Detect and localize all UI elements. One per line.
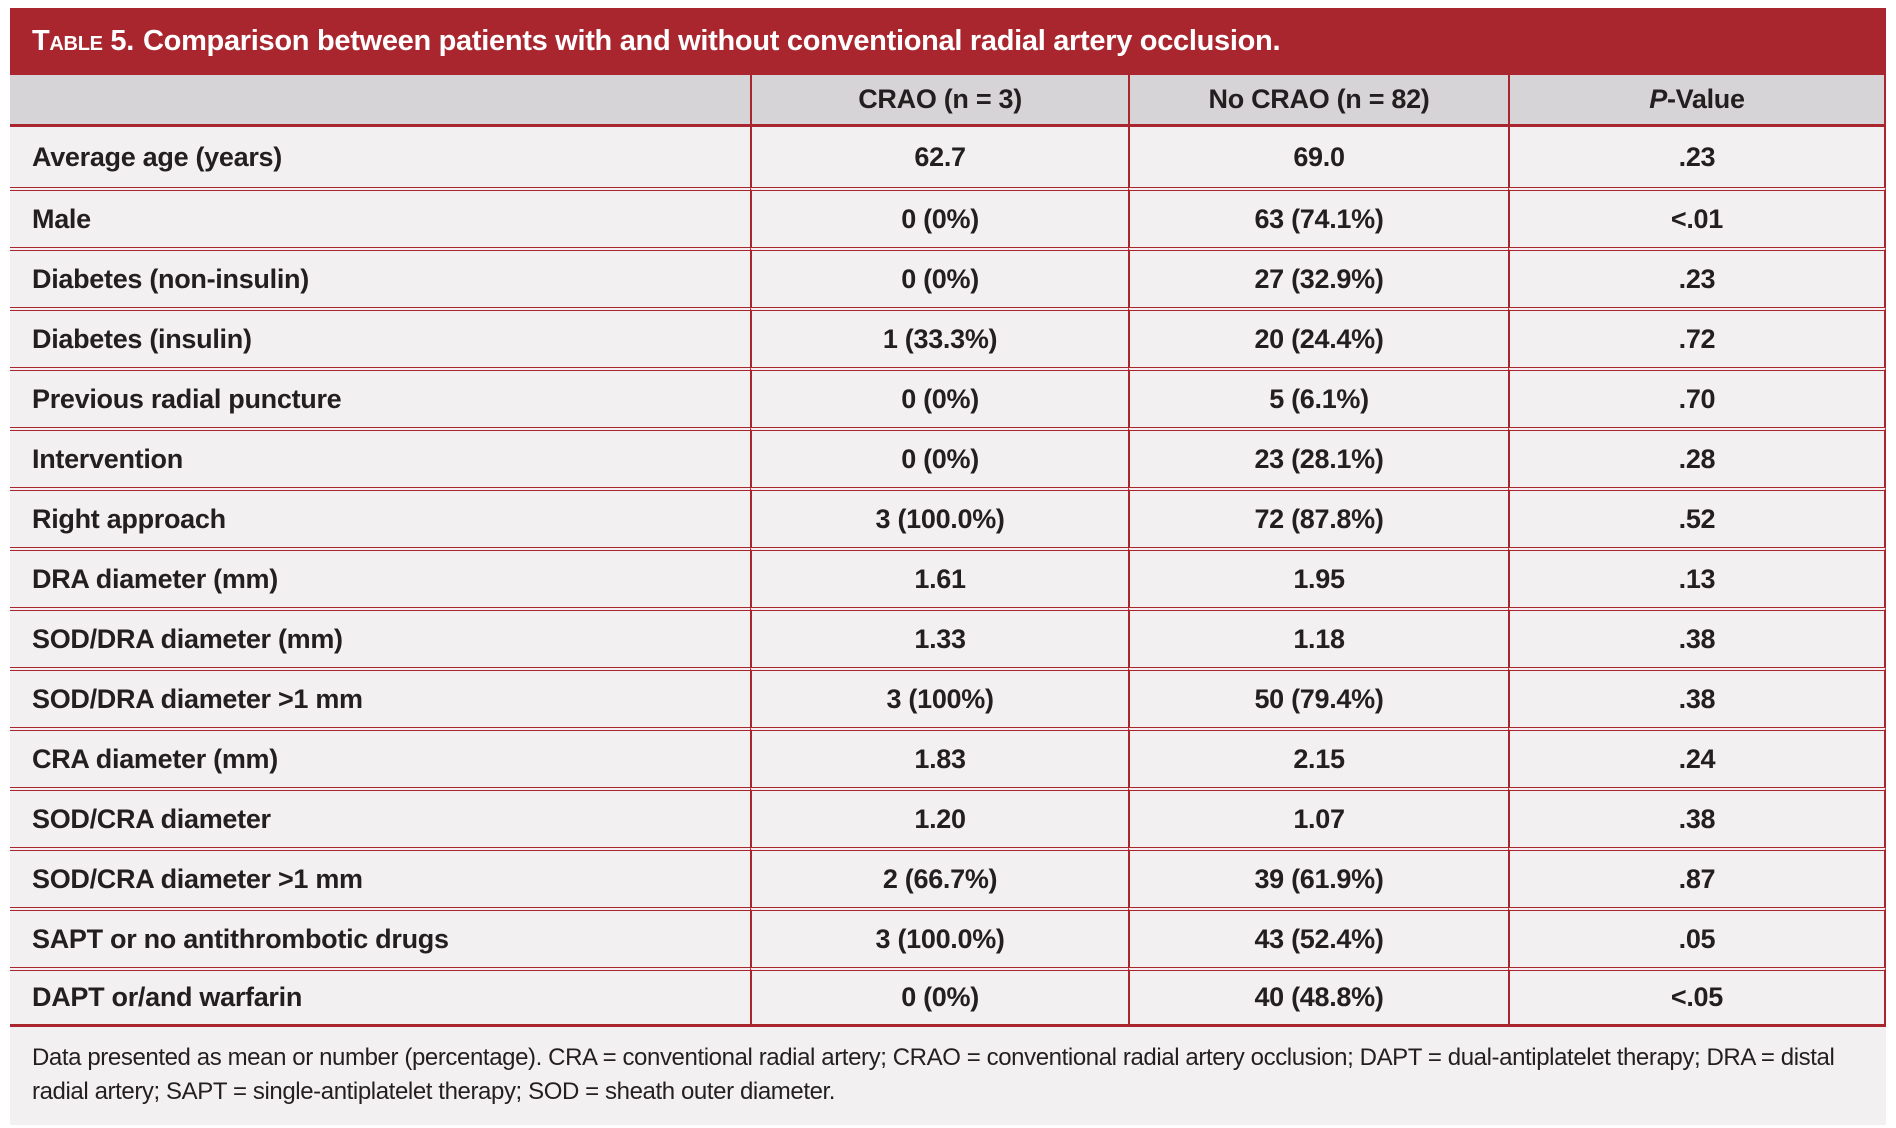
- row-label: SOD/CRA diameter >1 mm: [10, 847, 751, 907]
- p-value: <.05: [1507, 967, 1886, 1027]
- p-value-italic-p: P: [1649, 84, 1667, 114]
- row-label: SOD/DRA diameter (mm): [10, 607, 751, 667]
- header-empty-cell: [10, 75, 751, 127]
- crao-value: 3 (100.0%): [750, 487, 1129, 547]
- crao-value: 3 (100.0%): [750, 907, 1129, 967]
- no-crao-value: 1.07: [1128, 787, 1508, 847]
- comparison-table: Table 5. Comparison between patients wit…: [10, 8, 1886, 1125]
- crao-value: 2 (66.7%): [750, 847, 1129, 907]
- row-label: SAPT or no antithrombotic drugs: [10, 907, 751, 967]
- row-label: Diabetes (non-insulin): [10, 247, 751, 307]
- table-title: Comparison between patients with and wit…: [143, 25, 1281, 57]
- p-value: .52: [1507, 487, 1886, 547]
- row-label: Right approach: [10, 487, 751, 547]
- p-value: .38: [1507, 607, 1886, 667]
- no-crao-value: 5 (6.1%): [1128, 367, 1508, 427]
- no-crao-value: 39 (61.9%): [1128, 847, 1508, 907]
- no-crao-value: 20 (24.4%): [1128, 307, 1508, 367]
- crao-value: 1.20: [750, 787, 1129, 847]
- crao-value: 3 (100%): [750, 667, 1129, 727]
- row-label: Male: [10, 187, 751, 247]
- no-crao-value: 40 (48.8%): [1128, 967, 1508, 1027]
- no-crao-value: 1.95: [1128, 547, 1508, 607]
- p-value: <.01: [1507, 187, 1886, 247]
- row-label: DAPT or/and warfarin: [10, 967, 751, 1027]
- crao-value: 0 (0%): [750, 427, 1129, 487]
- no-crao-value: 23 (28.1%): [1128, 427, 1508, 487]
- crao-value: 0 (0%): [750, 967, 1129, 1027]
- p-value: .23: [1507, 127, 1886, 187]
- crao-value: 1.83: [750, 727, 1129, 787]
- no-crao-value: 72 (87.8%): [1128, 487, 1508, 547]
- row-label: DRA diameter (mm): [10, 547, 751, 607]
- no-crao-value: 2.15: [1128, 727, 1508, 787]
- no-crao-value: 50 (79.4%): [1128, 667, 1508, 727]
- no-crao-value: 27 (32.9%): [1128, 247, 1508, 307]
- p-value: .24: [1507, 727, 1886, 787]
- no-crao-value: 43 (52.4%): [1128, 907, 1508, 967]
- p-value: .05: [1507, 907, 1886, 967]
- table-title-bar: Table 5. Comparison between patients wit…: [10, 8, 1886, 75]
- no-crao-value: 63 (74.1%): [1128, 187, 1508, 247]
- row-label: Diabetes (insulin): [10, 307, 751, 367]
- table-grid: CRAO (n = 3) No CRAO (n = 82) P -Value Av…: [10, 75, 1886, 1027]
- no-crao-value: 69.0: [1128, 127, 1508, 187]
- p-value: .38: [1507, 667, 1886, 727]
- no-crao-value: 1.18: [1128, 607, 1508, 667]
- row-label: SOD/DRA diameter >1 mm: [10, 667, 751, 727]
- table-footnote: Data presented as mean or number (percen…: [10, 1027, 1886, 1125]
- crao-value: 1 (33.3%): [750, 307, 1129, 367]
- p-value: .13: [1507, 547, 1886, 607]
- row-label: CRA diameter (mm): [10, 727, 751, 787]
- p-value: .23: [1507, 247, 1886, 307]
- row-label: SOD/CRA diameter: [10, 787, 751, 847]
- header-no-crao: No CRAO (n = 82): [1128, 75, 1508, 127]
- row-label: Intervention: [10, 427, 751, 487]
- crao-value: 62.7: [750, 127, 1129, 187]
- header-crao: CRAO (n = 3): [750, 75, 1129, 127]
- header-p-value: P -Value: [1507, 75, 1886, 127]
- crao-value: 0 (0%): [750, 367, 1129, 427]
- crao-value: 1.33: [750, 607, 1129, 667]
- p-value: .87: [1507, 847, 1886, 907]
- row-label: Average age (years): [10, 127, 751, 187]
- crao-value: 0 (0%): [750, 247, 1129, 307]
- row-label: Previous radial puncture: [10, 367, 751, 427]
- table-number: Table 5.: [32, 25, 135, 57]
- p-value: .28: [1507, 427, 1886, 487]
- p-value: .72: [1507, 307, 1886, 367]
- crao-value: 1.61: [750, 547, 1129, 607]
- p-value: .70: [1507, 367, 1886, 427]
- p-value-rest: -Value: [1666, 84, 1745, 114]
- p-value: .38: [1507, 787, 1886, 847]
- crao-value: 0 (0%): [750, 187, 1129, 247]
